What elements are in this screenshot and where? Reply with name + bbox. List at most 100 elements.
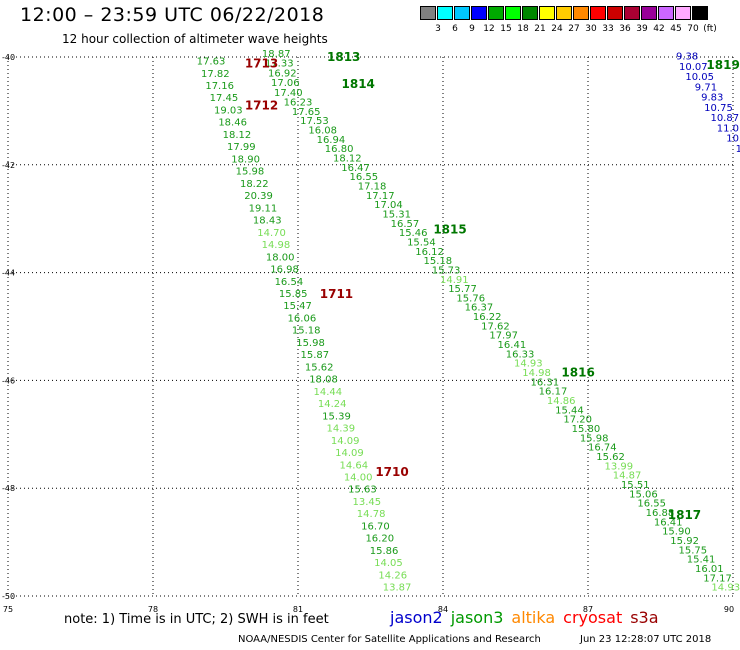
- track-label: 1817: [668, 508, 701, 522]
- lat-tick-label: -46: [2, 376, 15, 385]
- legend-swatch: [556, 6, 572, 20]
- generated-timestamp: Jun 23 12:28:07 UTC 2018: [580, 634, 712, 645]
- wave-height-value: 16.57: [391, 219, 420, 230]
- wave-height-value: 15.18: [424, 256, 453, 267]
- wave-height-value: 14.70: [257, 228, 286, 239]
- legend-swatch-label: 6: [452, 24, 458, 34]
- wave-height-value: 16.41: [498, 340, 527, 351]
- wave-height-value: 14.93: [514, 359, 543, 370]
- legend-swatch: [573, 6, 589, 20]
- satellite-legend-item: altika: [511, 608, 556, 627]
- wave-height-value: 16.17: [539, 387, 568, 398]
- wave-height-value: 13.45: [352, 497, 381, 508]
- wave-height-value: 15.98: [580, 433, 609, 444]
- legend-swatch-label: 15: [500, 24, 512, 34]
- legend-swatch: [641, 6, 657, 20]
- wave-height-value: 10.87: [710, 113, 739, 124]
- wave-height-value: 18.12: [223, 130, 252, 141]
- track-label: 1815: [433, 222, 466, 236]
- wave-height-value: 18.08: [309, 375, 338, 386]
- page-title: 12:00 – 23:59 UTC 06/22/2018: [20, 4, 325, 26]
- wave-height-value: 17.65: [292, 107, 321, 118]
- wave-height-value: 14.91: [440, 275, 469, 286]
- track-label: 1713: [245, 56, 278, 70]
- wave-height-value: 18.00: [266, 252, 295, 263]
- wave-height-value: 15.63: [348, 485, 377, 496]
- wave-height-value: 15.92: [670, 536, 699, 547]
- wave-height-value: 19.03: [214, 105, 243, 116]
- satellite-legend-item: jason2: [390, 608, 443, 627]
- wave-height-value: 16.08: [308, 125, 337, 136]
- wave-height-value: 17.16: [205, 81, 234, 92]
- wave-height-value: 10.: [736, 144, 740, 155]
- legend-swatch-label: 24: [551, 24, 563, 34]
- legend-swatch-label: 30: [585, 24, 597, 34]
- legend-swatch: [692, 6, 708, 20]
- wave-height-value: 14.00: [344, 473, 373, 484]
- wave-height-value: 14.44: [314, 387, 343, 398]
- lat-tick-label: -44: [2, 269, 15, 278]
- track-label: 1814: [342, 77, 375, 91]
- legend-swatch: [505, 6, 521, 20]
- lon-tick-label: 81: [293, 605, 303, 614]
- wave-height-value: 15.41: [687, 555, 716, 566]
- satellite-legend: jason2 jason3 altika cryosat s3a: [390, 608, 667, 627]
- wave-height-value: 15.54: [407, 237, 436, 248]
- legend-swatch-label: 3: [435, 24, 441, 34]
- wave-height-value: 13.99: [604, 461, 633, 472]
- lon-tick-label: 75: [3, 605, 13, 614]
- wave-height-value: 16.88: [646, 508, 675, 519]
- wave-height-value: 14.39: [327, 424, 356, 435]
- track-label: 1816: [561, 365, 594, 379]
- wave-height-value: 15.73: [432, 265, 461, 276]
- legend-swatch: [420, 6, 436, 20]
- wave-height-value: 17.99: [227, 142, 256, 153]
- wave-height-value: 15.90: [662, 527, 691, 538]
- wave-height-value: 15.51: [621, 480, 650, 491]
- wave-height-value: 15.06: [629, 489, 658, 500]
- wave-height-value: 15.31: [382, 209, 411, 220]
- wave-height-value: 20.39: [244, 191, 273, 202]
- wave-height-value: 16.22: [473, 312, 502, 323]
- wave-height-value: 14.09: [331, 436, 360, 447]
- wave-height-value: 15.47: [283, 301, 312, 312]
- wave-height-value: 18.87: [262, 49, 291, 60]
- wave-height-value: 17.53: [300, 116, 329, 127]
- wave-height-value: 15.86: [370, 546, 399, 557]
- wave-height-value: 16.01: [695, 564, 724, 575]
- wave-height-value: 17.40: [274, 88, 303, 99]
- wave-height-value: 17.04: [374, 200, 403, 211]
- wave-height-value: 19.11: [249, 203, 278, 214]
- legend-swatch: [607, 6, 623, 20]
- legend-swatch: [437, 6, 453, 20]
- wave-height-value: 16.33: [506, 349, 535, 360]
- wave-height-value: 18.90: [231, 154, 260, 165]
- legend-swatch-label: 42: [653, 24, 665, 34]
- wave-height-value: 17.97: [489, 331, 518, 342]
- wave-height-value: 14.87: [613, 471, 642, 482]
- wave-height-value: 11.01: [717, 123, 740, 134]
- wave-height-value: 15.87: [301, 350, 330, 361]
- wave-height-value: 15.76: [456, 293, 485, 304]
- legend-swatch-label: (ft): [703, 24, 717, 34]
- legend-swatch: [471, 6, 487, 20]
- wave-height-value: 16.23: [284, 98, 313, 109]
- legend-swatch: [488, 6, 504, 20]
- wave-height-value: 15.46: [399, 228, 428, 239]
- track-label: 1712: [245, 99, 278, 113]
- wave-height-value: 16.20: [365, 534, 394, 545]
- wave-height-value: 15.77: [448, 284, 477, 295]
- wave-height-value: 17.18: [358, 181, 387, 192]
- wave-height-value: 16.80: [325, 144, 354, 155]
- wave-height-value: 17.45: [210, 93, 239, 104]
- legend-swatch: [590, 6, 606, 20]
- wave-height-value: 16.54: [275, 277, 304, 288]
- wave-height-value: 14.24: [318, 399, 347, 410]
- lat-tick-label: -40: [2, 53, 15, 62]
- wave-height-value: 10.75: [704, 103, 733, 114]
- wave-height-value: 14.05: [374, 558, 403, 569]
- wave-height-value: 18.46: [218, 118, 247, 129]
- satellite-legend-item: cryosat: [563, 608, 623, 627]
- wave-height-value: 14.98: [522, 368, 551, 379]
